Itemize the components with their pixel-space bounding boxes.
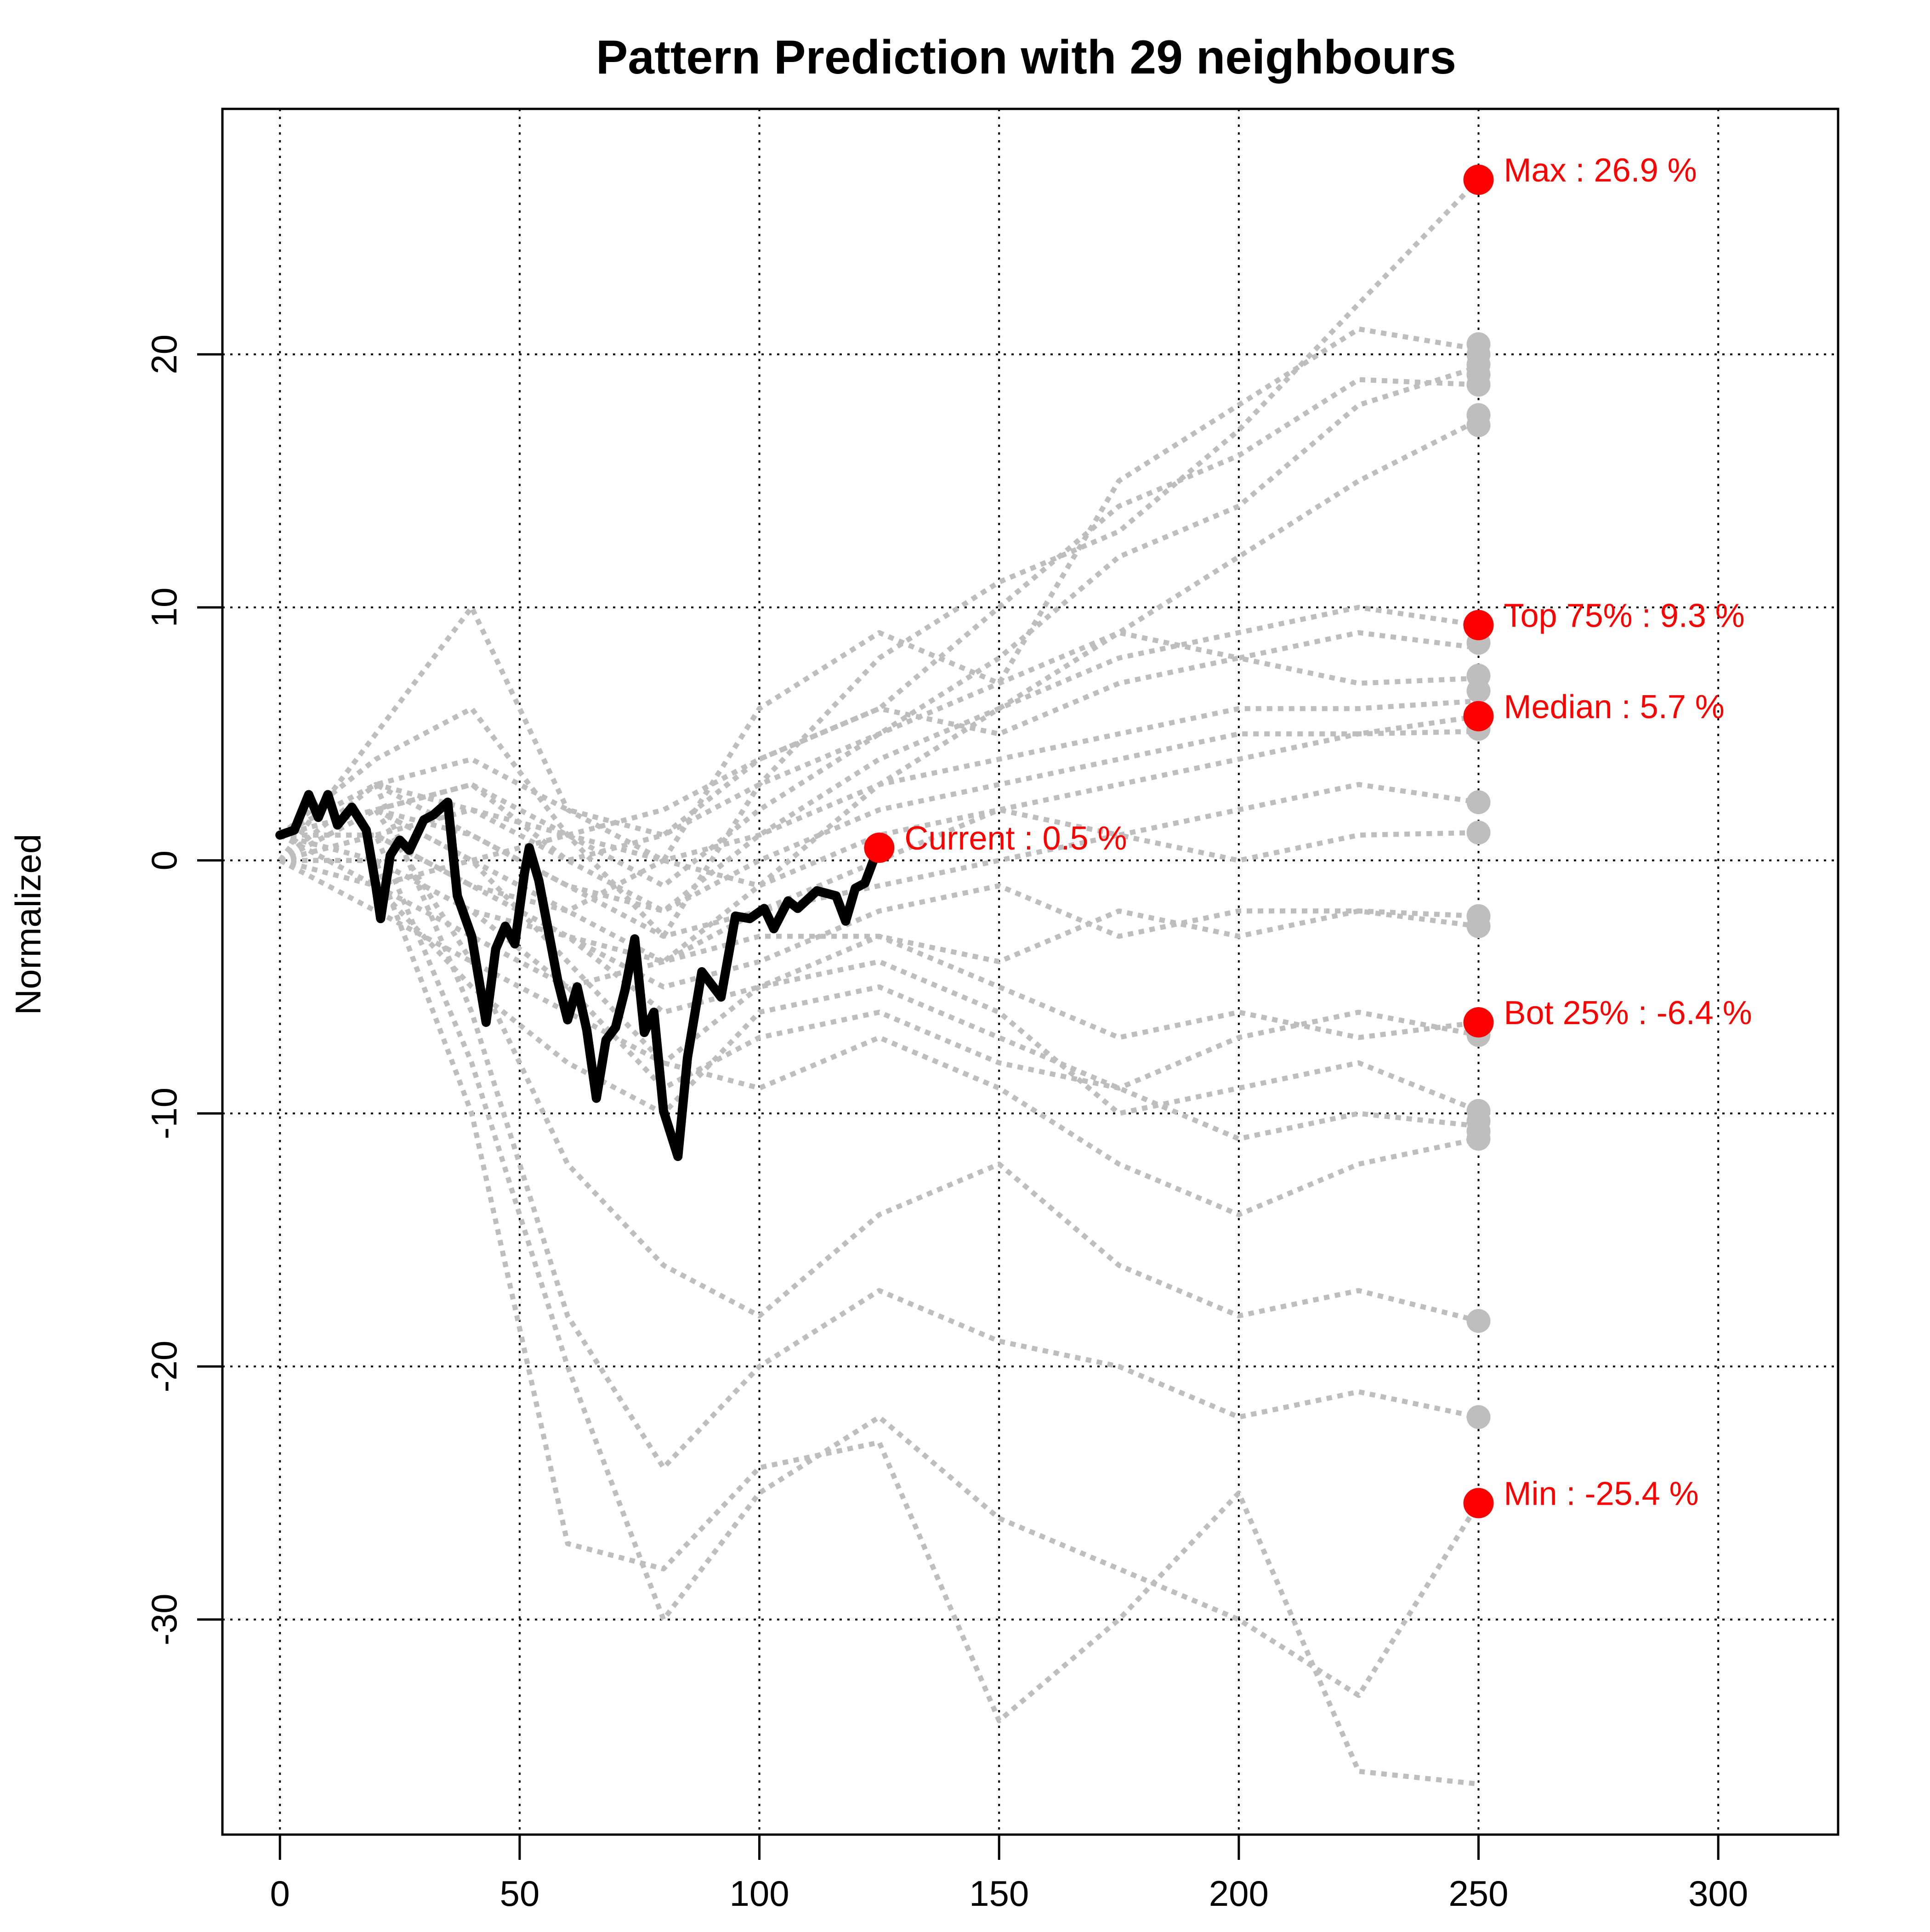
x-tick-label: 300 <box>1688 1873 1748 1914</box>
neighbour-endpoint <box>1466 1127 1491 1151</box>
neighbour-endpoint <box>1466 790 1491 815</box>
x-tick-label: 150 <box>969 1873 1029 1914</box>
x-tick-label: 50 <box>500 1873 539 1914</box>
y-tick-label: -20 <box>144 1341 184 1393</box>
current-series-group <box>275 790 884 1161</box>
neighbour-series-line <box>279 782 1479 889</box>
y-axis-title: Normalized <box>8 834 48 1015</box>
x-tick-label: 0 <box>270 1873 290 1914</box>
neighbour-series-line <box>280 858 1479 1787</box>
highlight-label: Max : 26.9 % <box>1504 152 1697 189</box>
x-tick-label: 100 <box>729 1873 789 1914</box>
highlight-label: Bot 25% : -6.4 % <box>1504 995 1752 1031</box>
neighbour-endpoint <box>1466 914 1491 938</box>
highlight-label: Current : 0.5 % <box>904 820 1127 857</box>
neighbour-endpoint <box>1466 1309 1491 1333</box>
neighbour-series-line <box>278 630 1479 838</box>
neighbour-endpoint <box>1466 373 1491 397</box>
x-tick-label: 250 <box>1448 1873 1508 1914</box>
highlight-marker <box>1463 164 1494 195</box>
neighbour-series-line <box>278 729 1479 990</box>
chart-title: Pattern Prediction with 29 neighbours <box>596 31 1456 84</box>
y-tick-label: 20 <box>144 334 184 374</box>
y-tick-label: -30 <box>144 1594 184 1646</box>
highlight-marker <box>1463 701 1494 731</box>
neighbour-series-line <box>278 782 1479 939</box>
neighbour-series-line <box>278 326 1479 863</box>
neighbour-series-line <box>278 714 1479 914</box>
plot-frame <box>221 108 1839 1836</box>
highlight-label: Median : 5.7 % <box>1504 689 1725 725</box>
neighbour-endpoint <box>1466 679 1491 703</box>
neighbour-series-line <box>280 698 1479 914</box>
highlight-label: Min : -25.4 % <box>1504 1476 1699 1513</box>
highlight-marker <box>864 833 895 863</box>
highlight-label: Top 75% : 9.3 % <box>1504 597 1745 634</box>
current-series-line <box>275 790 884 1161</box>
neighbour-series-line <box>279 807 1479 1324</box>
highlight-marker <box>1463 1007 1494 1038</box>
highlight-marker <box>1463 610 1494 640</box>
neighbour-endpoint <box>1466 821 1491 845</box>
neighbour-series-line <box>278 178 1481 939</box>
neighbour-series-line <box>278 605 1479 914</box>
neighbour-series-line <box>278 858 1479 1065</box>
y-tick-label: -10 <box>144 1088 184 1139</box>
highlight-markers: Current : 0.5 % Max : 26.9 % Top 75% : 9.3… <box>864 152 1752 1518</box>
grid-lines <box>222 109 1838 1835</box>
y-tick-label: 10 <box>144 588 184 628</box>
neighbour-endpoint <box>1466 413 1491 437</box>
axes: 0 50 100 150 200 250 300 -30 -20 -10 0 10 20 <box>144 334 1748 1914</box>
highlight-marker <box>1463 1488 1494 1518</box>
neighbour-series-line <box>278 377 1479 863</box>
neighbour-endpoint <box>1466 1405 1491 1429</box>
x-tick-label: 200 <box>1209 1873 1269 1914</box>
y-tick-label: 0 <box>144 850 184 870</box>
